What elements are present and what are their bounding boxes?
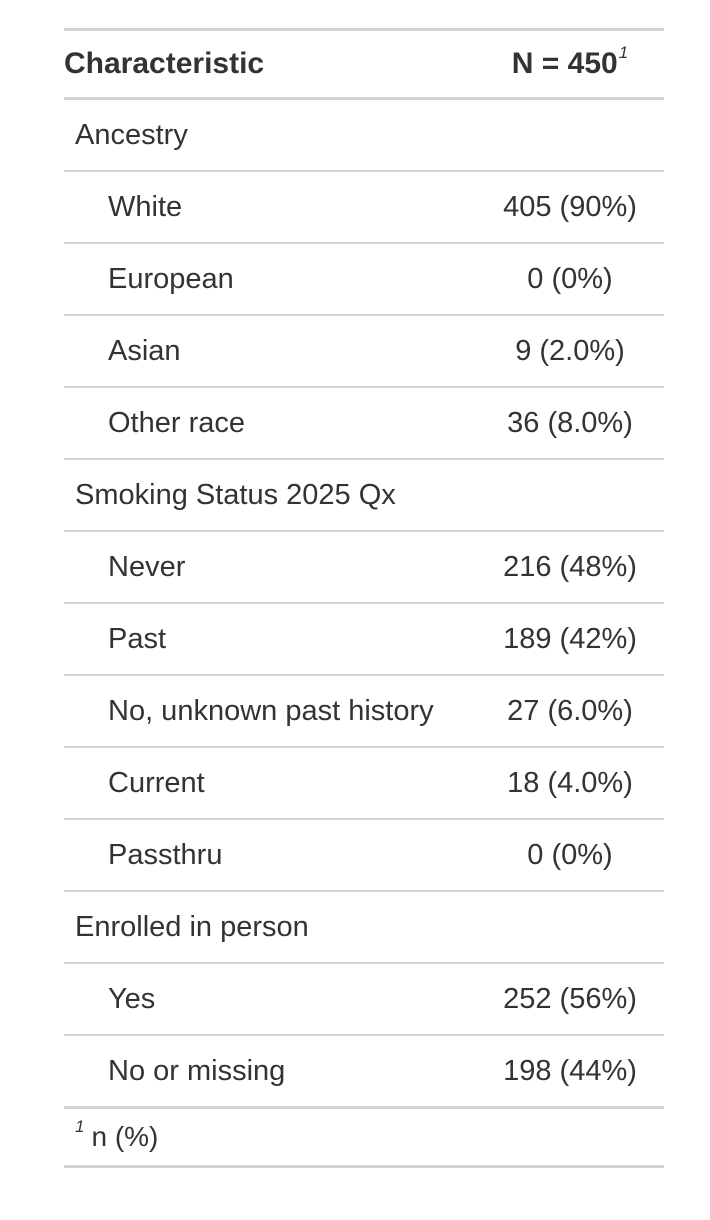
n-header: N = 4501 (476, 28, 664, 100)
row-label-european: European (64, 242, 476, 315)
row-label-ancestry: Ancestry (75, 118, 188, 151)
table-row: Smoking Status 2025 Qx (64, 458, 664, 531)
row-value: 0 (0%) (476, 242, 664, 315)
row-label-yes: Yes (64, 962, 476, 1035)
row-value: 0 (0%) (476, 818, 664, 891)
footnote-row: 1 n (%) (64, 1106, 664, 1168)
table-row: No or missing 198 (44%) (64, 1034, 664, 1108)
footnote-mark: 1 (75, 1117, 85, 1136)
row-label-smoking-status: Smoking Status 2025 Qx (64, 458, 476, 531)
table-header-row: Characteristic N = 4501 (64, 28, 664, 100)
row-label-other-race: Other race (64, 386, 476, 459)
row-value: 9 (2.0%) (476, 314, 664, 387)
characteristic-header: Characteristic (64, 28, 476, 100)
row-label-no-unknown-past-history: No, unknown past history (64, 674, 476, 747)
row-label-no-or-missing: No or missing (64, 1034, 476, 1108)
row-label-asian: Asian (64, 314, 476, 387)
table-row: White 405 (90%) (64, 170, 664, 243)
table-row: European 0 (0%) (64, 242, 664, 315)
row-label-passthru: Passthru (64, 818, 476, 891)
row-value (476, 99, 664, 172)
footnote: 1 n (%) (64, 1106, 664, 1168)
row-label-enrolled-in-person: Enrolled in person (64, 890, 476, 963)
table-row: Yes 252 (56%) (64, 962, 664, 1035)
row-label-current: Current (64, 746, 476, 819)
table-row: Passthru 0 (0%) (64, 818, 664, 891)
row-value: 18 (4.0%) (476, 746, 664, 819)
table-row: Past 189 (42%) (64, 602, 664, 675)
table-row: Asian 9 (2.0%) (64, 314, 664, 387)
row-label-never: Never (64, 530, 476, 603)
summary-table: Characteristic N = 4501 Ancestry White 4… (64, 28, 664, 1168)
table-body: Ancestry White 405 (90%) European 0 (0%)… (64, 99, 664, 1108)
row-value: 27 (6.0%) (476, 674, 664, 747)
table-row: Ancestry (64, 99, 664, 172)
table-row: Never 216 (48%) (64, 530, 664, 603)
footnote-text: n (%) (91, 1121, 159, 1152)
row-value: 36 (8.0%) (476, 386, 664, 459)
table-row: No, unknown past history 27 (6.0%) (64, 674, 664, 747)
row-value: 216 (48%) (476, 530, 664, 603)
characteristic-header-label: Characteristic (64, 47, 265, 80)
row-value (476, 458, 664, 531)
summary-table-container: Characteristic N = 4501 Ancestry White 4… (64, 28, 664, 1168)
row-value: 189 (42%) (476, 602, 664, 675)
row-label-white: White (64, 170, 476, 243)
row-value (476, 890, 664, 963)
n-header-footnote-mark: 1 (618, 43, 629, 62)
table-row: Enrolled in person (64, 890, 664, 963)
table-row: Current 18 (4.0%) (64, 746, 664, 819)
table-row: Other race 36 (8.0%) (64, 386, 664, 459)
row-value: 252 (56%) (476, 962, 664, 1035)
row-value: 405 (90%) (476, 170, 664, 243)
row-value: 198 (44%) (476, 1034, 664, 1108)
row-label-past: Past (64, 602, 476, 675)
n-header-label: N = 450 (511, 47, 618, 80)
